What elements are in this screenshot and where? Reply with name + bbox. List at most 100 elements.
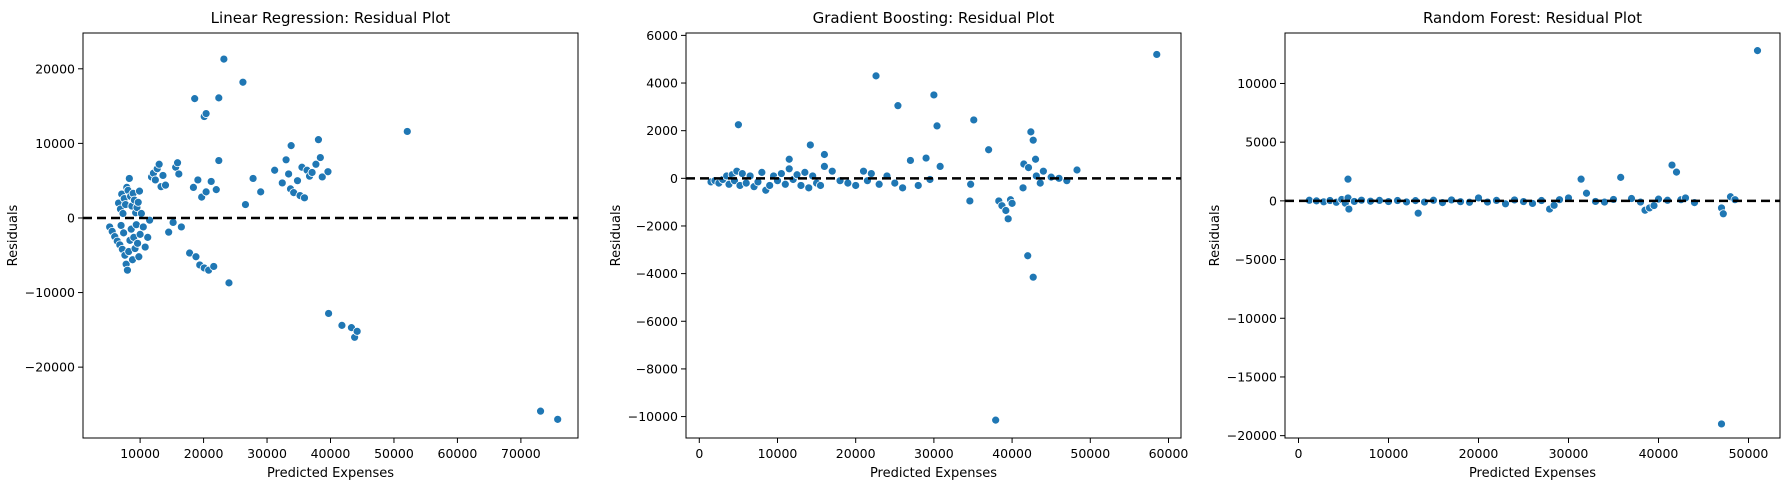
chart-2-point	[1344, 204, 1354, 214]
chart-0-point	[256, 187, 266, 197]
chart-0-point	[352, 326, 362, 336]
chart-1-point	[757, 167, 767, 177]
chart-2-xtick-label: 10000	[1369, 446, 1409, 461]
chart-0-point	[193, 175, 203, 185]
chart-2-point	[1343, 174, 1353, 184]
gradient-boosting-residual-panel: Gradient Boosting: Residual Plot 0 10000 20…	[609, 9, 1188, 481]
chart-1-point	[1007, 198, 1017, 208]
chart-2-title: Random Forest: Residual Plot	[1423, 9, 1642, 27]
chart-0-xtick-label: 40000	[311, 446, 351, 461]
chart-0-point	[173, 158, 182, 168]
chart-1-ytick-label: 2000	[646, 123, 678, 138]
chart-0-point	[150, 175, 160, 185]
chart-0-point	[315, 153, 325, 162]
chart-0-point	[185, 248, 195, 258]
chart-1-point	[966, 179, 976, 189]
chart-1-point	[800, 167, 810, 177]
chart-0-point	[209, 262, 219, 271]
chart-0-xtick-label: 60000	[438, 446, 478, 461]
chart-1-point	[733, 120, 743, 130]
chart-1-point	[1001, 206, 1011, 215]
chart-0-point	[123, 265, 132, 275]
chart-0-point	[135, 229, 145, 239]
chart-0-ytick-label: 0	[67, 210, 75, 225]
chart-0-point	[281, 155, 291, 165]
chart-1-point	[913, 181, 923, 190]
chart-0-point	[211, 185, 221, 195]
chart-1-ytick-label: −6000	[636, 314, 678, 329]
chart-1-point	[737, 169, 747, 178]
chart-1-point	[1152, 50, 1162, 59]
chart-0-point	[164, 227, 174, 237]
chart-1-point	[921, 153, 931, 163]
chart-0-point	[138, 222, 148, 232]
chart-1-point	[827, 166, 837, 176]
chart-0-point	[201, 187, 211, 197]
chart-0-axes-frame	[82, 32, 579, 439]
chart-0-point	[176, 222, 186, 232]
chart-0-point	[402, 127, 412, 136]
chart-0-xlabel: Predicted Expenses	[267, 466, 394, 481]
chart-1-ytick-label: −4000	[636, 266, 678, 281]
chart-1-point	[1024, 163, 1033, 173]
chart-1-point	[777, 169, 786, 178]
chart-0-point	[241, 200, 250, 209]
chart-0-point	[286, 141, 296, 151]
chart-1-point	[1023, 251, 1033, 261]
chart-2-ytick-label: 0	[1269, 193, 1277, 208]
chart-2-ytick-label: 10000	[1237, 76, 1277, 91]
chart-1-point	[932, 121, 942, 131]
chart-1-point	[1035, 178, 1045, 188]
chart-1-point	[935, 162, 945, 171]
chart-1-xtick-label: 10000	[758, 446, 798, 461]
chart-0-point	[140, 242, 150, 252]
chart-1-ytick-label: 0	[670, 171, 678, 186]
chart-2-point	[1667, 160, 1677, 170]
chart-0-point	[300, 193, 309, 203]
chart-2-xtick-label: 0	[1295, 446, 1303, 461]
chart-1-point	[1018, 183, 1028, 193]
chart-2-point	[1717, 419, 1726, 429]
chart-1-xtick-label: 50000	[1070, 446, 1110, 461]
chart-2-point	[1616, 172, 1626, 182]
chart-2-ytick-label: 5000	[1245, 135, 1277, 150]
chart-1-point	[796, 181, 806, 190]
chart-1-point	[965, 196, 975, 206]
chart-0-ytick-label: −20000	[25, 360, 75, 375]
chart-0-point	[174, 169, 184, 179]
chart-0-xtick-label: 50000	[374, 446, 414, 461]
chart-0-title: Linear Regression: Residual Plot	[211, 9, 451, 27]
chart-0-point	[201, 109, 211, 118]
chart-1-point	[859, 166, 868, 176]
chart-0-point	[161, 180, 170, 190]
chart-2-point	[1753, 46, 1762, 56]
chart-1-xtick-label: 0	[695, 446, 703, 461]
chart-0-point	[168, 218, 178, 227]
chart-0-point	[133, 238, 142, 248]
chart-0-point	[189, 182, 198, 192]
chart-1-point	[820, 150, 829, 159]
chart-1-point	[898, 183, 908, 193]
chart-2-ytick-label: −20000	[1227, 428, 1277, 443]
chart-0-point	[206, 177, 216, 186]
chart-1-point	[871, 71, 881, 81]
chart-0-point	[323, 167, 333, 177]
chart-0-point	[224, 278, 234, 288]
chart-2-xtick-label: 20000	[1459, 446, 1499, 461]
chart-0-ytick-label: −10000	[25, 285, 75, 300]
chart-1-point	[792, 170, 802, 180]
chart-1-xlabel: Predicted Expenses	[870, 466, 997, 481]
chart-1-point	[843, 178, 853, 188]
chart-1-point	[991, 415, 1001, 425]
chart-0-ytick-label: 20000	[35, 61, 75, 76]
chart-0-point	[248, 174, 258, 183]
chart-0-point	[214, 93, 224, 103]
chart-0-point	[135, 186, 144, 196]
chart-1-ytick-label: −8000	[636, 361, 678, 376]
chart-0-point	[317, 172, 327, 182]
chart-0-point	[553, 414, 563, 424]
chart-1-point	[929, 90, 939, 100]
chart-2-point	[1474, 193, 1483, 203]
chart-1-ytick-label: −2000	[636, 218, 678, 233]
